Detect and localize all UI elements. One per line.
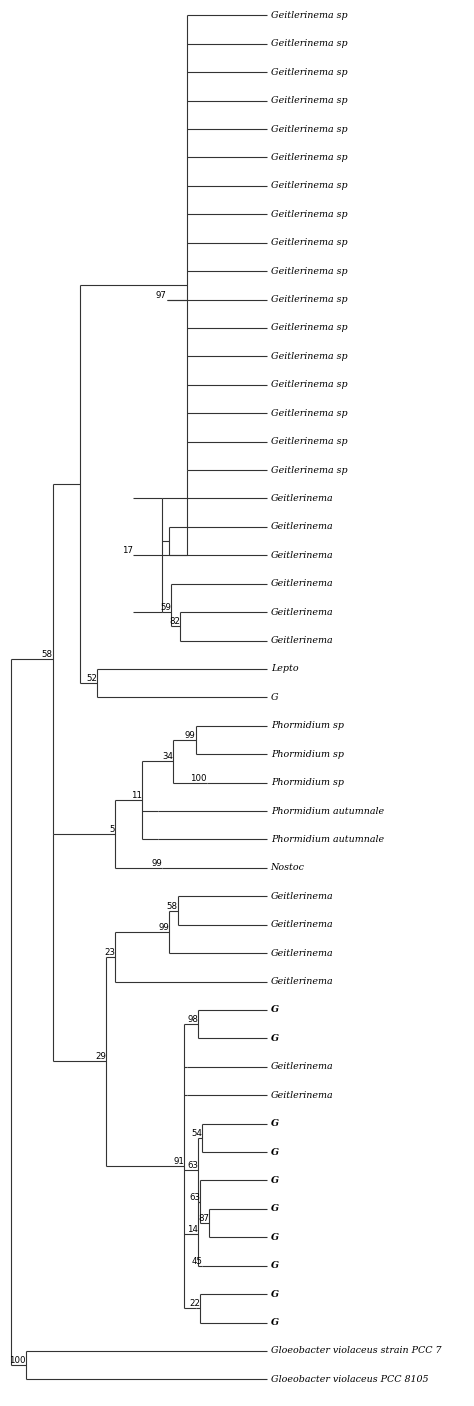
Text: 99: 99	[185, 731, 196, 740]
Text: G: G	[271, 1233, 279, 1241]
Text: G: G	[271, 1175, 279, 1185]
Text: Geitlerinema sp: Geitlerinema sp	[271, 323, 347, 332]
Text: Geitlerinema: Geitlerinema	[271, 920, 333, 929]
Text: 87: 87	[198, 1213, 209, 1223]
Text: 63: 63	[187, 1161, 198, 1170]
Text: 91: 91	[173, 1157, 184, 1166]
Text: Phormidium sp: Phormidium sp	[271, 721, 344, 730]
Text: 97: 97	[156, 291, 167, 299]
Text: G: G	[271, 1205, 279, 1213]
Text: Phormidium sp: Phormidium sp	[271, 778, 344, 787]
Text: Geitlerinema sp: Geitlerinema sp	[271, 125, 347, 134]
Text: 11: 11	[131, 792, 142, 800]
Text: G: G	[271, 1289, 279, 1299]
Text: 100: 100	[9, 1357, 26, 1365]
Text: Geitlerinema: Geitlerinema	[271, 636, 333, 645]
Text: G: G	[271, 1119, 279, 1128]
Text: 5: 5	[110, 825, 115, 834]
Text: Geitlerinema: Geitlerinema	[271, 977, 333, 986]
Text: Geitlerinema sp: Geitlerinema sp	[271, 181, 347, 190]
Text: 99: 99	[158, 922, 169, 932]
Text: Geitlerinema sp: Geitlerinema sp	[271, 380, 347, 389]
Text: Geitlerinema: Geitlerinema	[271, 551, 333, 560]
Text: 52: 52	[86, 675, 97, 683]
Text: Nostoc: Nostoc	[271, 863, 305, 872]
Text: Geitlerinema sp: Geitlerinema sp	[271, 267, 347, 276]
Text: Geitlerinema sp: Geitlerinema sp	[271, 409, 347, 418]
Text: Phormidium autumnale: Phormidium autumnale	[271, 807, 384, 815]
Text: 63: 63	[189, 1192, 200, 1202]
Text: Geitlerinema: Geitlerinema	[271, 523, 333, 531]
Text: Geitlerinema sp: Geitlerinema sp	[271, 465, 347, 475]
Text: 45: 45	[191, 1257, 202, 1265]
Text: Geitlerinema sp: Geitlerinema sp	[271, 238, 347, 247]
Text: 98: 98	[187, 1015, 198, 1024]
Text: 34: 34	[162, 752, 173, 761]
Text: Geitlerinema sp: Geitlerinema sp	[271, 39, 347, 48]
Text: G: G	[271, 1033, 279, 1043]
Text: 100: 100	[190, 773, 207, 783]
Text: 58: 58	[167, 901, 178, 911]
Text: Geitlerinema: Geitlerinema	[271, 579, 333, 588]
Text: Phormidium sp: Phormidium sp	[271, 749, 344, 759]
Text: G: G	[271, 1261, 279, 1270]
Text: G: G	[271, 1005, 279, 1015]
Text: Lepto: Lepto	[271, 665, 298, 673]
Text: 58: 58	[42, 650, 53, 659]
Text: Geitlerinema: Geitlerinema	[271, 494, 333, 503]
Text: Geitlerinema sp: Geitlerinema sp	[271, 96, 347, 105]
Text: Gloeobacter violaceus PCC 8105: Gloeobacter violaceus PCC 8105	[271, 1375, 428, 1384]
Text: Geitlerinema: Geitlerinema	[271, 891, 333, 901]
Text: Geitlerinema sp: Geitlerinema sp	[271, 352, 347, 361]
Text: G: G	[271, 693, 278, 702]
Text: Geitlerinema sp: Geitlerinema sp	[271, 437, 347, 446]
Text: 17: 17	[122, 547, 133, 555]
Text: 22: 22	[189, 1299, 200, 1309]
Text: 82: 82	[169, 617, 180, 626]
Text: Gloeobacter violaceus strain PCC 7: Gloeobacter violaceus strain PCC 7	[271, 1347, 441, 1355]
Text: Geitlerinema: Geitlerinema	[271, 949, 333, 957]
Text: 99: 99	[151, 859, 162, 868]
Text: 23: 23	[104, 948, 115, 956]
Text: Geitlerinema sp: Geitlerinema sp	[271, 295, 347, 304]
Text: Geitlerinema sp: Geitlerinema sp	[271, 67, 347, 77]
Text: Geitlerinema: Geitlerinema	[271, 607, 333, 617]
Text: Geitlerinema sp: Geitlerinema sp	[271, 153, 347, 162]
Text: Geitlerinema: Geitlerinema	[271, 1091, 333, 1099]
Text: Phormidium autumnale: Phormidium autumnale	[271, 835, 384, 844]
Text: G: G	[271, 1147, 279, 1157]
Text: Geitlerinema sp: Geitlerinema sp	[271, 209, 347, 219]
Text: Geitlerinema: Geitlerinema	[271, 1063, 333, 1071]
Text: G: G	[271, 1317, 279, 1327]
Text: 14: 14	[187, 1225, 198, 1233]
Text: 59: 59	[160, 603, 171, 612]
Text: Geitlerinema sp: Geitlerinema sp	[271, 11, 347, 20]
Text: 54: 54	[191, 1129, 202, 1137]
Text: 29: 29	[95, 1053, 106, 1062]
